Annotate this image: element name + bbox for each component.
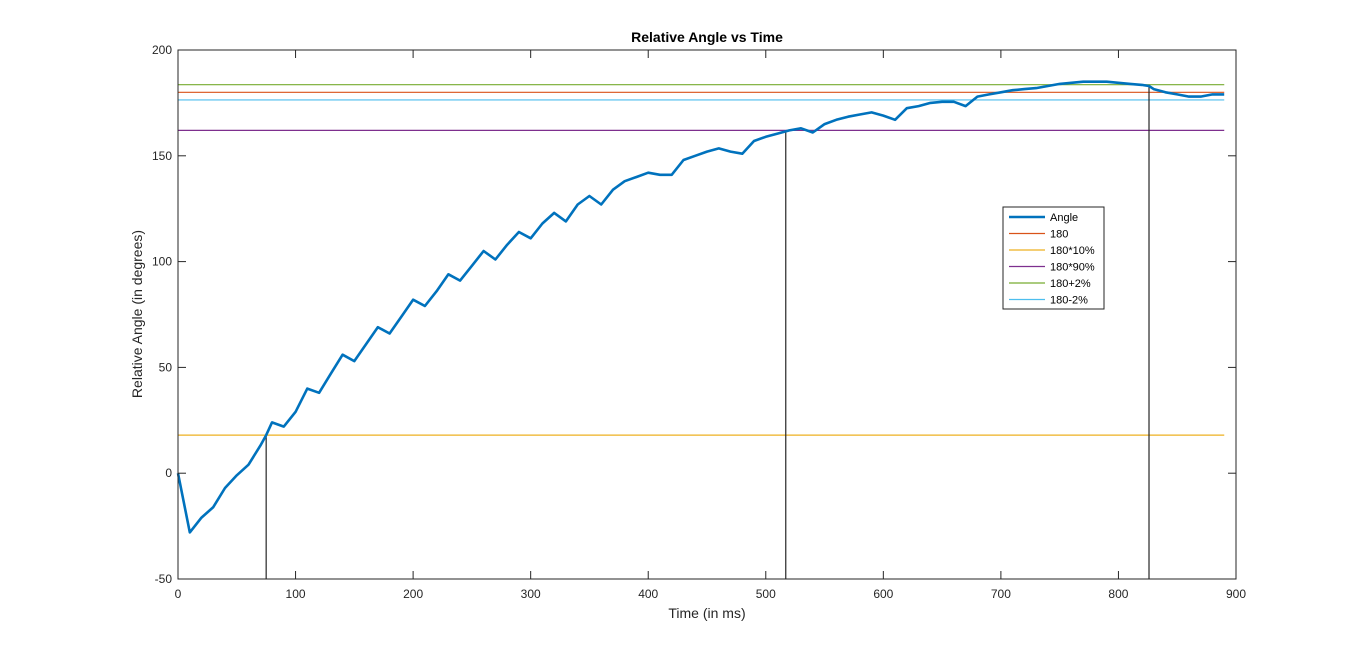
y-tick-label: 0	[165, 466, 172, 480]
legend-label: Angle	[1050, 212, 1078, 224]
legend-label: 180+2%	[1050, 278, 1091, 290]
series-line-angle	[176, 80, 1225, 534]
legend-label: 180*90%	[1050, 262, 1095, 274]
x-tick-label: 400	[638, 587, 658, 601]
annotation-lines	[265, 84, 1150, 579]
legend-label: 180-2%	[1050, 295, 1088, 307]
y-axis: -50 0 50 100 150 200	[152, 43, 1236, 586]
x-tick-label: 100	[286, 587, 306, 601]
x-tick-label: 500	[756, 587, 776, 601]
legend-label: 180	[1050, 229, 1068, 241]
y-tick-label: 100	[152, 255, 172, 269]
axes-box	[177, 49, 1237, 580]
y-axis-label: Relative Angle (in degrees)	[129, 230, 145, 398]
x-tick-label: 0	[175, 587, 182, 601]
x-tick-label: 600	[873, 587, 893, 601]
y-tick-label: 50	[159, 360, 173, 374]
y-tick-label: 200	[152, 43, 172, 57]
angle-series	[176, 80, 1225, 534]
legend-label: 180*10%	[1050, 245, 1095, 257]
legend: Angle 180 180*10% 180*90% 180+2% 180-2%	[1002, 206, 1105, 310]
x-tick-label: 200	[403, 587, 423, 601]
y-tick-label: -50	[155, 572, 173, 586]
x-axis-label: Time (in ms)	[668, 605, 745, 621]
x-tick-label: 300	[521, 587, 541, 601]
y-tick-label: 150	[152, 149, 172, 163]
x-tick-label: 800	[1108, 587, 1128, 601]
x-axis: 0 100 200 300 400 500 600 700 800 900	[175, 50, 1246, 601]
chart-title: Relative Angle vs Time	[631, 29, 783, 45]
plot-area	[178, 50, 1236, 579]
x-tick-label: 900	[1226, 587, 1246, 601]
legend-box	[1002, 206, 1105, 310]
x-tick-label: 700	[991, 587, 1011, 601]
